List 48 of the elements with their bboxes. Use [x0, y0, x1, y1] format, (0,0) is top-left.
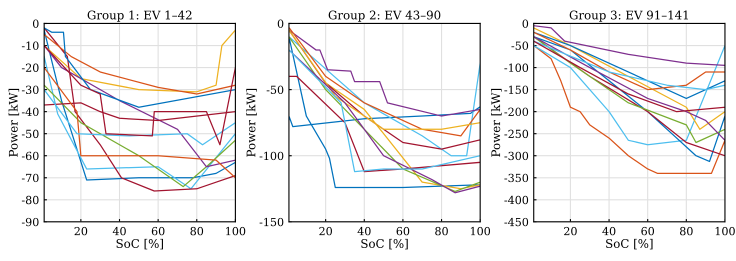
x-tick-label: 60 [152, 226, 164, 236]
y-tick-label: -400 [504, 196, 528, 204]
chart-title: Group 1: EV 1–42 [88, 10, 192, 22]
x-tick-label: 20 [564, 226, 577, 236]
y-tick-label: -20 [22, 64, 39, 72]
y-axis-title: Power [kW] [246, 88, 257, 157]
x-tick-label: 40 [358, 226, 371, 236]
y-tick-label: -30 [22, 86, 39, 94]
chart-title: Group 2: EV 43–90 [328, 10, 440, 22]
y-tick-label: -150 [260, 218, 284, 226]
y-tick-label: -40 [22, 108, 39, 116]
y-tick-label: 0 [278, 19, 284, 28]
y-axis-title: Power [kW] [491, 88, 502, 157]
x-tick-label: 100 [226, 226, 246, 236]
y-tick-label: -100 [504, 64, 528, 72]
x-tick-label: 40 [602, 226, 616, 236]
y-tick-label: -90 [22, 218, 39, 226]
x-tick-label: 80 [435, 226, 448, 236]
x-axis-title: SoC [%] [116, 238, 163, 250]
y-tick-label: -80 [22, 196, 39, 204]
y-tick-label: -200 [504, 108, 528, 116]
x-tick-label: 80 [680, 226, 693, 236]
y-tick-label: -450 [504, 218, 528, 226]
y-axis-title: Power [kW] [8, 88, 20, 157]
y-tick-label: -70 [22, 174, 39, 182]
y-tick-label: -60 [22, 152, 39, 160]
y-tick-label: 0 [32, 19, 39, 28]
x-tick-label: 20 [319, 226, 332, 236]
x-tick-label: 80 [190, 226, 204, 236]
y-tick-label: -150 [504, 86, 528, 94]
x-tick-label: 100 [716, 226, 735, 236]
chart-title: Group 3: EV 91–141 [570, 10, 688, 22]
y-tick-label: -50 [511, 42, 528, 50]
x-tick-label: 60 [641, 226, 654, 236]
x-axis-title: SoC [%] [606, 238, 653, 250]
y-tick-label: -10 [22, 42, 39, 50]
y-tick-label: 0 [522, 19, 528, 28]
x-tick-label: 20 [74, 226, 88, 236]
y-tick-label: -300 [504, 152, 528, 160]
y-tick-label: -350 [504, 174, 528, 182]
y-tick-label: -100 [260, 152, 284, 160]
y-tick-label: -50 [22, 130, 39, 138]
y-tick-label: -50 [266, 86, 284, 94]
x-tick-label: 100 [470, 226, 490, 236]
x-axis-title: SoC [%] [361, 238, 408, 250]
y-tick-label: -250 [504, 130, 528, 138]
x-tick-label: 60 [396, 226, 410, 236]
x-tick-label: 40 [112, 226, 126, 236]
